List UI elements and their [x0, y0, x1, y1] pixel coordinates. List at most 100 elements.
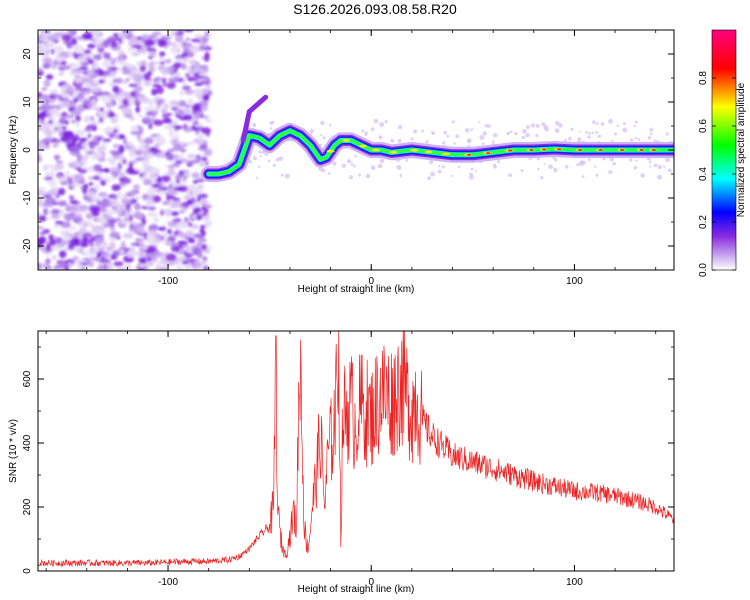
noise-blob: [116, 217, 121, 222]
haze-dot: [493, 164, 497, 169]
noise-blob: [100, 94, 110, 103]
noise-blob: [193, 233, 203, 239]
spectrogram-ylabel: Frequency (Hz): [8, 116, 19, 185]
noise-blob: [55, 56, 66, 62]
noise-blob: [187, 51, 194, 58]
noise-blob: [64, 114, 75, 119]
noise-blob: [151, 88, 158, 96]
haze-dot: [327, 172, 331, 175]
noise-blob: [122, 66, 128, 70]
noise-blob: [65, 170, 70, 177]
haze-dot: [581, 175, 585, 178]
haze-dot: [455, 134, 460, 139]
noise-blob: [183, 195, 191, 200]
haze-dot: [587, 135, 591, 139]
noise-blob: [133, 223, 141, 229]
haze-dot: [622, 122, 626, 126]
noise-blob: [123, 217, 130, 222]
noise-blob: [165, 188, 170, 193]
noise-blob: [172, 218, 181, 223]
haze-dot: [548, 164, 553, 170]
noise-blob: [169, 178, 174, 186]
noise-blob: [137, 113, 143, 118]
y-tick-label: -20: [22, 238, 33, 253]
haze-dot: [309, 129, 314, 134]
noise-blob: [93, 58, 98, 66]
noise-blob: [38, 36, 50, 42]
haze-dot: [272, 163, 276, 168]
noise-blob: [145, 261, 155, 267]
noise-blob: [100, 258, 111, 264]
haze-dot: [536, 157, 540, 161]
haze-dot: [664, 157, 670, 163]
noise-blob: [96, 145, 107, 152]
haze-dot: [530, 123, 536, 128]
noise-blob: [165, 58, 172, 64]
noise-blob: [134, 156, 145, 162]
haze-dot: [255, 176, 258, 179]
haze-dot: [332, 161, 337, 166]
noise-blob: [122, 137, 127, 145]
noise-blob: [38, 97, 46, 105]
noise-blob: [83, 128, 93, 132]
noise-blob: [42, 262, 49, 269]
noise-blob: [192, 103, 202, 111]
ridge-branch: [240, 94, 269, 143]
noise-blob: [198, 100, 209, 107]
x-tick-label: -100: [158, 276, 178, 287]
haze-dot: [482, 131, 487, 136]
haze-dot: [535, 123, 540, 128]
noise-blob: [75, 167, 82, 171]
noise-blob: [54, 220, 64, 225]
snr-axes: -100 0 100 0 200 400 600: [22, 331, 674, 588]
noise-blob: [186, 263, 193, 270]
noise-blob: [192, 188, 201, 196]
noise-blob: [111, 205, 117, 210]
x-tick-label: 100: [566, 577, 583, 588]
noise-blob: [145, 116, 151, 120]
noise-blob: [110, 41, 118, 48]
noise-blob: [138, 244, 149, 250]
haze-dot: [535, 134, 539, 138]
noise-blob: [60, 60, 67, 66]
noise-blob: [185, 72, 191, 78]
haze-dot: [665, 132, 669, 136]
haze-dot: [437, 169, 442, 174]
noise-blob: [109, 241, 116, 250]
noise-blob: [136, 226, 146, 234]
noise-blob: [80, 250, 85, 255]
noise-blob: [47, 178, 57, 187]
noise-blob: [143, 182, 154, 186]
noise-blob: [51, 255, 57, 260]
noise-blob: [198, 64, 209, 70]
haze-dot: [564, 165, 569, 169]
noise-blob: [111, 184, 121, 192]
noise-blob: [174, 35, 184, 43]
noise-blob: [87, 69, 95, 76]
noise-blob: [170, 211, 180, 216]
noise-blob: [123, 193, 128, 202]
noise-blob: [68, 195, 75, 201]
noise-blob: [161, 175, 171, 183]
colorbar-tick-label: 0.4: [698, 167, 709, 181]
noise-blob: [202, 94, 210, 102]
haze-dot: [540, 175, 544, 180]
noise-blob: [153, 251, 164, 257]
noise-blob: [128, 162, 134, 168]
haze-dot: [329, 123, 332, 127]
noise-blob: [152, 149, 162, 154]
noise-blob: [38, 113, 47, 118]
noise-blob: [161, 107, 168, 115]
noise-blob: [69, 225, 77, 231]
noise-blob: [176, 264, 183, 270]
noise-blob: [38, 44, 43, 49]
noise-blob: [179, 256, 188, 262]
noise-blob: [44, 164, 56, 169]
noise-blob: [169, 79, 179, 83]
noise-blob: [101, 267, 109, 270]
noise-blob: [145, 256, 153, 262]
noise-blob: [136, 133, 142, 141]
noise-blob: [97, 51, 104, 55]
noise-blob: [45, 244, 51, 252]
noise-blob: [94, 38, 105, 44]
